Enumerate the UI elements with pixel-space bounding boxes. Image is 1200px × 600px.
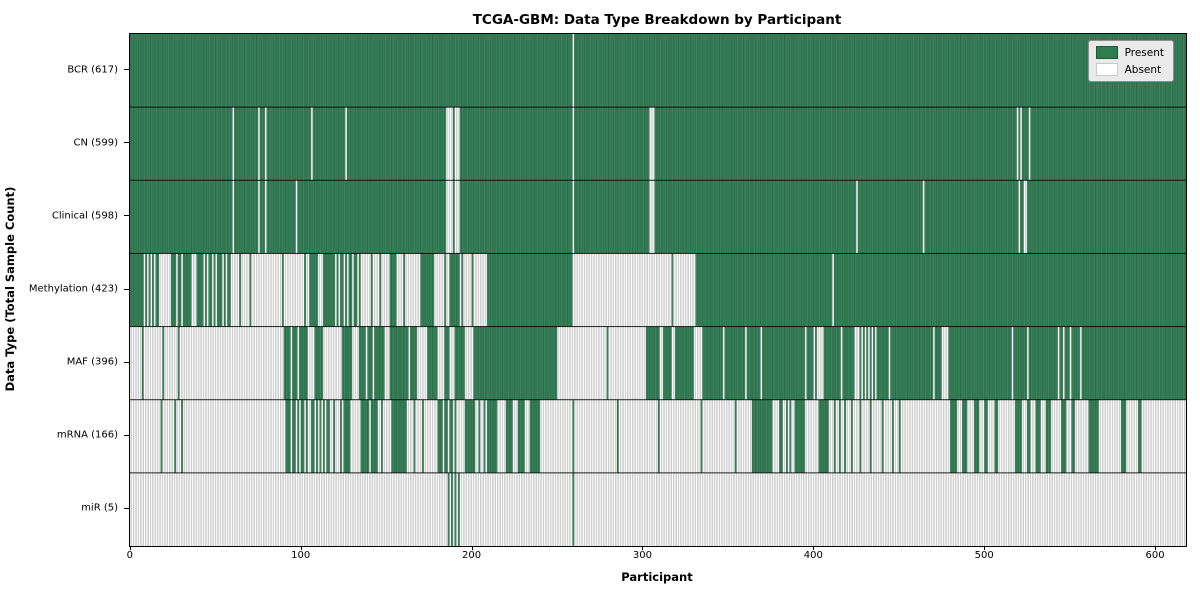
x-tick-label-500: 500: [974, 550, 994, 561]
x-tick-label-0: 0: [126, 550, 134, 561]
y-tick-label-BCR: BCR (617): [67, 64, 118, 76]
legend-item-present: Present: [1095, 46, 1164, 59]
x-tick-mark: [642, 546, 644, 550]
y-tick-mark: [124, 434, 129, 436]
x-tick-mark: [300, 546, 302, 550]
chart-title: TCGA-GBM: Data Type Breakdown by Partici…: [472, 12, 842, 28]
legend-label-present: Present: [1124, 46, 1164, 59]
x-tick-mark: [129, 546, 131, 550]
y-tick-label-mRNA: mRNA (166): [56, 429, 118, 441]
legend: Present Absent: [1087, 40, 1174, 82]
y-tick-mark: [124, 507, 129, 509]
y-axis-label: Data Type (Total Sample Count): [3, 186, 17, 392]
y-tick-mark: [124, 288, 129, 290]
x-tick-label-100: 100: [291, 550, 311, 561]
x-axis-label: Participant: [621, 570, 693, 584]
y-tick-label-Clinical: Clinical (598): [51, 210, 118, 222]
x-tick-mark: [984, 546, 986, 550]
y-tick-mark: [124, 69, 129, 71]
y-tick-mark: [124, 142, 129, 144]
y-tick-mark: [124, 215, 129, 217]
legend-label-absent: Absent: [1124, 63, 1162, 76]
x-tick-label-400: 400: [803, 550, 823, 561]
x-tick-label-600: 600: [1145, 550, 1165, 561]
x-tick-mark: [471, 546, 473, 550]
x-tick-label-300: 300: [632, 550, 653, 561]
y-tick-label-Methylation: Methylation (423): [28, 283, 118, 295]
y-tick-mark: [124, 361, 129, 363]
x-tick-mark: [1155, 546, 1157, 550]
legend-item-absent: Absent: [1095, 63, 1164, 76]
y-tick-label-miR: miR (5): [81, 502, 118, 514]
y-tick-label-CN: CN (599): [73, 137, 118, 149]
x-tick-mark: [813, 546, 815, 550]
legend-swatch-present-icon: [1095, 46, 1118, 59]
x-tick-label-200: 200: [462, 550, 482, 561]
y-tick-label-MAF: MAF (396): [66, 356, 118, 368]
heatmap-canvas: [130, 34, 1186, 546]
legend-swatch-absent-icon: [1095, 63, 1118, 76]
plot-area: [129, 33, 1187, 547]
